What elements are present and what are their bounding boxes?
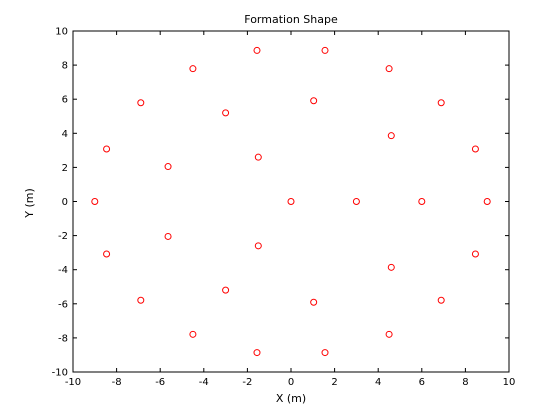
y-tick-label: 6 xyxy=(62,95,68,106)
y-tick-label: 0 xyxy=(62,197,68,208)
x-tick-label: 0 xyxy=(288,377,294,388)
x-tick-label: -8 xyxy=(112,377,122,388)
y-tick-label: 4 xyxy=(62,129,68,140)
y-tick-label: -8 xyxy=(58,333,68,344)
x-tick-label: 8 xyxy=(462,377,468,388)
x-tick-label: 2 xyxy=(331,377,337,388)
y-tick-label: 10 xyxy=(55,27,68,38)
x-tick-label: -2 xyxy=(242,377,252,388)
x-tick-label: -4 xyxy=(199,377,209,388)
x-tick-label: 4 xyxy=(375,377,381,388)
x-axis-label: X (m) xyxy=(276,392,306,405)
y-tick-label: -2 xyxy=(58,231,68,242)
plot-area xyxy=(73,31,509,372)
x-tick-label: 10 xyxy=(503,377,516,388)
y-tick-label: -10 xyxy=(52,368,68,379)
x-tick-label: -10 xyxy=(65,377,81,388)
y-tick-label: 8 xyxy=(62,61,68,72)
x-tick-label: 6 xyxy=(419,377,425,388)
x-tick-label: -6 xyxy=(155,377,165,388)
y-tick-label: -6 xyxy=(58,299,68,310)
y-tick-label: -4 xyxy=(58,265,68,276)
chart-title: Formation Shape xyxy=(244,13,338,26)
y-tick-label: 2 xyxy=(62,163,68,174)
y-axis-label: Y (m) xyxy=(23,188,36,219)
